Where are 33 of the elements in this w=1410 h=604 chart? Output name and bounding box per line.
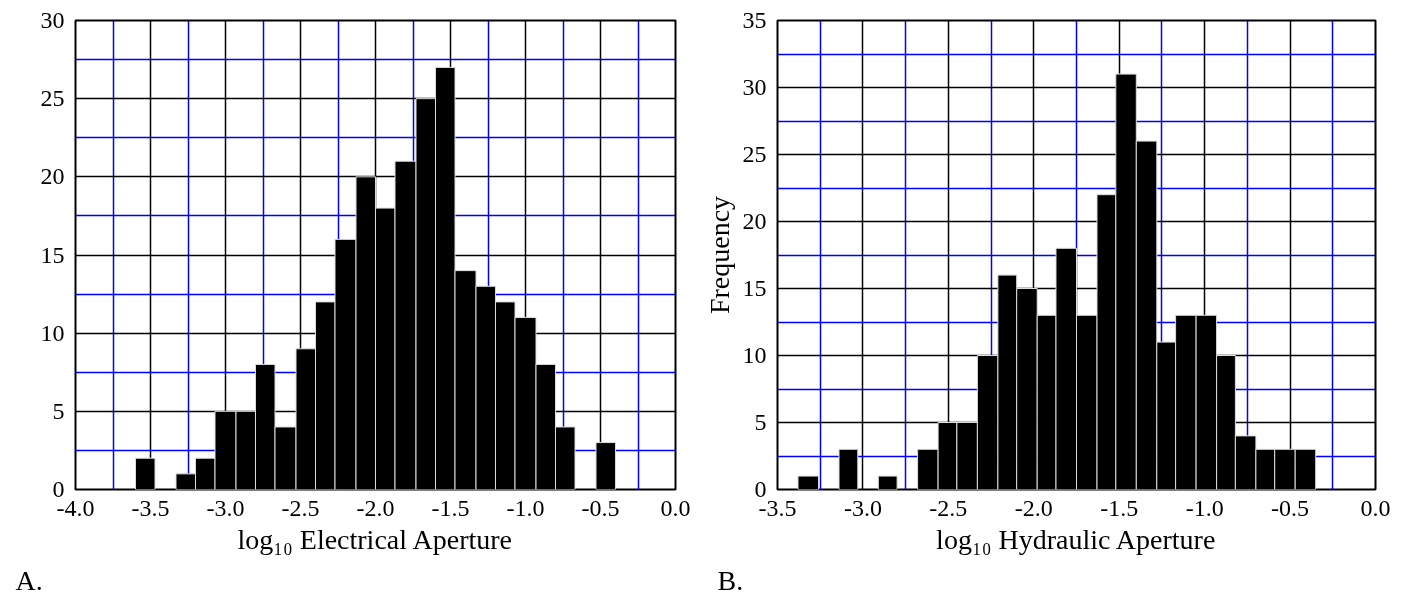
y-tick-label: 10 [742,342,767,368]
x-tick-label: 0.0 [660,494,691,521]
y-tick-label: 20 [742,208,767,234]
text: B. [717,564,744,596]
x-tick-label: -2.0 [1014,494,1053,521]
x-tick-label: -2.5 [281,494,320,521]
y-tick-label: 25 [40,85,65,112]
y-axis-title: Frequency [703,195,735,315]
y-tick-label: 5 [52,397,65,424]
x-tick-label: -3.0 [206,494,245,521]
y-tick-label: 10 [40,319,65,346]
y-tick-label: 30 [40,7,65,33]
x-tick-label: -2.0 [356,494,395,521]
y-tick-label: 30 [742,74,767,100]
y-tick-label: 15 [742,275,767,301]
x-axis-title: log₁₀ Hydraulic Aperture [936,523,1216,555]
x-axis-title: log₁₀ Electrical Aperture [237,523,512,555]
x-tick-label: -2.5 [929,494,968,521]
y-tick-label: 35 [742,7,767,33]
y-tick-label: 5 [754,409,767,435]
text: A. [15,564,43,596]
x-tick-label: -0.5 [581,494,620,521]
y-tick-label: 25 [742,141,767,167]
y-tick-label: 20 [40,163,65,190]
x-tick-label: 0.0 [1360,494,1391,521]
x-tick-label: -1.0 [1185,494,1224,521]
x-tick-label: -1.0 [506,494,545,521]
x-tick-label: -3.0 [843,494,882,521]
x-tick-label: -1.5 [431,494,470,521]
x-tick-label: -3.5 [131,494,170,521]
y-tick-label: 15 [40,241,65,268]
x-tick-label: -1.5 [1100,494,1139,521]
x-tick-label: -0.5 [1271,494,1310,521]
